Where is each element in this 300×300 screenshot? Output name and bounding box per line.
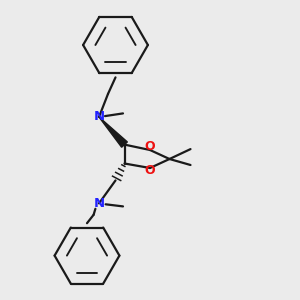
Polygon shape (99, 117, 128, 147)
Text: O: O (145, 164, 155, 178)
Text: O: O (145, 140, 155, 154)
Text: N: N (93, 110, 105, 124)
Text: N: N (93, 197, 105, 210)
